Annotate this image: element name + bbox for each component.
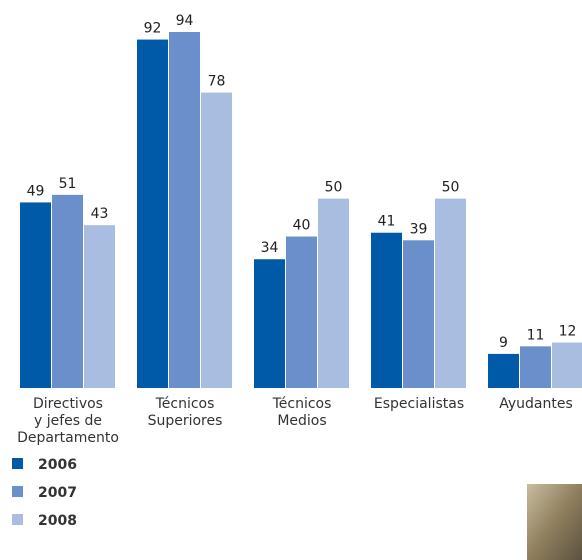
page: {"chart_data": {"type": "bar", "categori… [0,0,582,560]
value-label: 41 [378,214,396,230]
value-label: 34 [261,240,279,256]
category-label: Directivos y jefes de Departamento [8,396,128,447]
value-label: 50 [325,180,343,196]
bar [552,343,582,388]
bar [488,354,519,388]
photo [527,484,582,560]
bar [20,202,51,388]
bar [520,346,551,388]
category-label: Técnicos Superiores [125,396,245,430]
value-label: 12 [559,324,577,340]
value-label: 40 [293,218,311,234]
value-label: 92 [144,21,162,37]
bar [254,259,285,388]
category-label: Ayudantes [476,396,582,413]
bar [435,199,466,388]
legend-label: 2006 [38,457,77,473]
bar [318,199,349,388]
category-label: Técnicos Medios [242,396,362,430]
category-label: Especialistas [359,396,479,413]
bar [286,237,317,388]
value-label: 43 [91,206,109,222]
legend-swatch [12,458,23,469]
bar [169,32,200,388]
value-label: 11 [527,327,545,343]
bar [201,93,232,388]
bar [84,225,115,388]
bar [371,233,402,388]
value-label: 51 [59,176,77,192]
value-label: 9 [499,335,508,351]
bar [52,195,83,388]
legend-swatch [12,514,23,525]
value-label: 49 [27,183,45,199]
legend-label: 2007 [38,485,77,501]
chart: 49 51 43 92 94 78 34 40 50 41 39 50 9 11 12 2006 2007 200… [0,0,582,560]
bar [137,40,168,388]
value-label: 39 [410,221,428,237]
legend-label: 2008 [38,513,77,529]
value-label: 78 [208,74,226,90]
value-label: 50 [442,180,460,196]
value-label: 94 [176,13,194,29]
bar [403,240,434,388]
legend-swatch [12,486,23,497]
